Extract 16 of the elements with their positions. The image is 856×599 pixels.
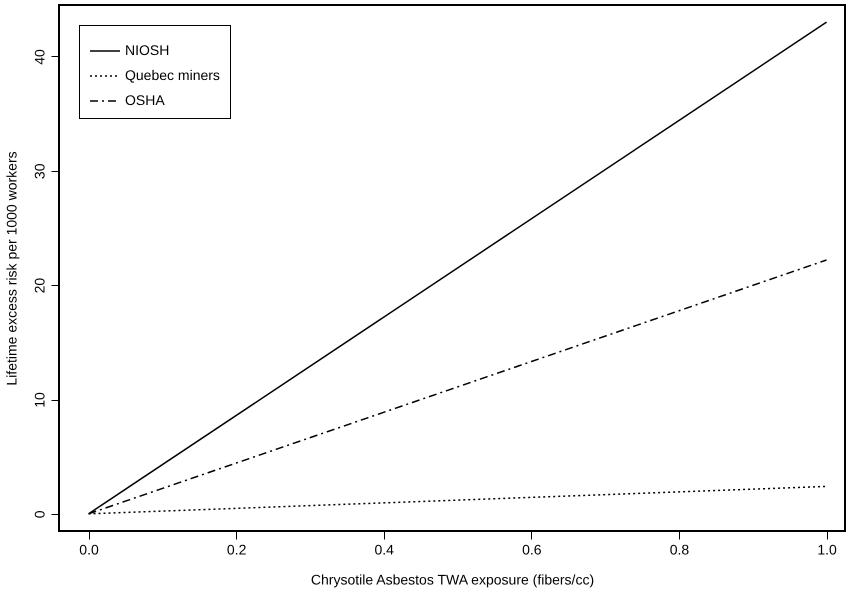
x-tick-label: 0.2 xyxy=(226,542,247,558)
legend-label: OSHA xyxy=(125,92,166,108)
y-axis-title: Lifetime excess risk per 1000 workers xyxy=(4,151,20,386)
x-tick-label: 0.4 xyxy=(374,542,394,558)
x-axis-title: Chrysotile Asbestos TWA exposure (fibers/cc) xyxy=(310,572,594,588)
legend-label: NIOSH xyxy=(125,42,170,58)
y-tick-label: 10 xyxy=(32,392,48,408)
x-tick-label: 1.0 xyxy=(817,542,837,558)
y-tick-label: 0 xyxy=(32,510,48,518)
y-tick-label: 30 xyxy=(32,163,48,180)
x-tick-label: 0.6 xyxy=(522,542,542,558)
legend-label: Quebec miners xyxy=(125,67,220,83)
x-tick-label: 0.8 xyxy=(670,542,690,558)
y-tick-label: 40 xyxy=(32,48,48,65)
x-tick-label: 0.0 xyxy=(79,542,99,558)
y-tick-label: 20 xyxy=(32,278,48,294)
